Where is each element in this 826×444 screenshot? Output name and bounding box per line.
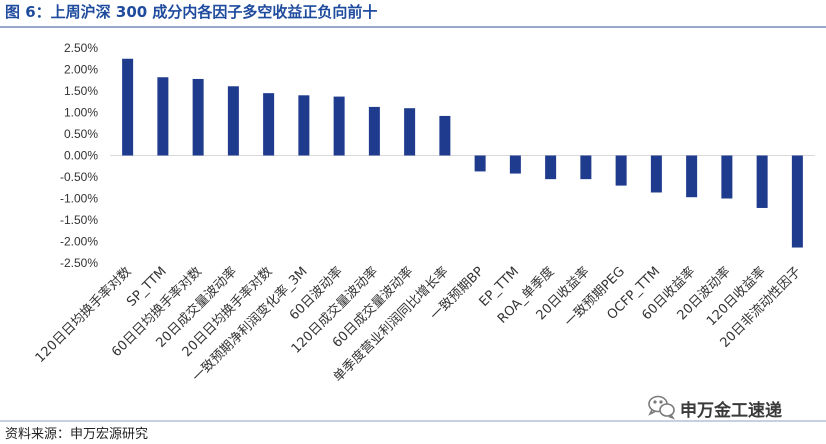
bar	[721, 155, 733, 199]
bar	[439, 115, 451, 156]
y-axis: 2.50% 2.00% 1.50% 1.00% 0.50% 0.00% -0.50% -1.0…	[60, 41, 98, 270]
y-tick-label: -0.50%	[60, 170, 98, 184]
bar	[545, 155, 557, 180]
bar	[650, 155, 662, 193]
bar	[333, 96, 345, 156]
bar	[791, 155, 803, 248]
y-tick-label: 1.00%	[64, 106, 98, 120]
bar	[122, 58, 134, 156]
source-note: 资料来源：申万宏源研究	[5, 427, 148, 442]
y-tick-label: -1.50%	[60, 213, 98, 227]
bar	[298, 95, 310, 156]
y-tick-label: 0.50%	[64, 127, 98, 141]
watermark-text: 申万金工速递	[680, 400, 782, 421]
bar	[756, 155, 768, 208]
bar	[404, 108, 416, 156]
bar	[157, 77, 169, 156]
y-tick-label: 2.00%	[64, 63, 98, 77]
y-tick-label: 1.50%	[64, 84, 98, 98]
x-axis: 120日日均换手率对数SP_TTM60日日均换手率对数20日成交量波动率20日日…	[32, 264, 804, 386]
y-tick-label: -1.00%	[60, 192, 98, 206]
bar	[192, 78, 204, 156]
bar	[263, 93, 275, 156]
y-tick-label: -2.50%	[60, 256, 98, 270]
bar	[227, 86, 239, 156]
wechat-icon	[648, 395, 676, 420]
bar	[615, 155, 627, 186]
y-tick-label: 0.00%	[64, 149, 98, 163]
bar	[509, 155, 521, 174]
bar-series	[122, 58, 803, 248]
y-tick-label: -2.00%	[60, 235, 98, 249]
chart-title: 图 6：上周沪深 300 成分内各因子多空收益正负向前十	[5, 3, 377, 21]
y-tick-label: 2.50%	[64, 41, 98, 55]
watermark: 申万金工速递	[648, 395, 782, 421]
bar	[474, 155, 486, 172]
bar	[368, 106, 380, 156]
bar	[580, 155, 592, 180]
bar	[686, 155, 698, 198]
